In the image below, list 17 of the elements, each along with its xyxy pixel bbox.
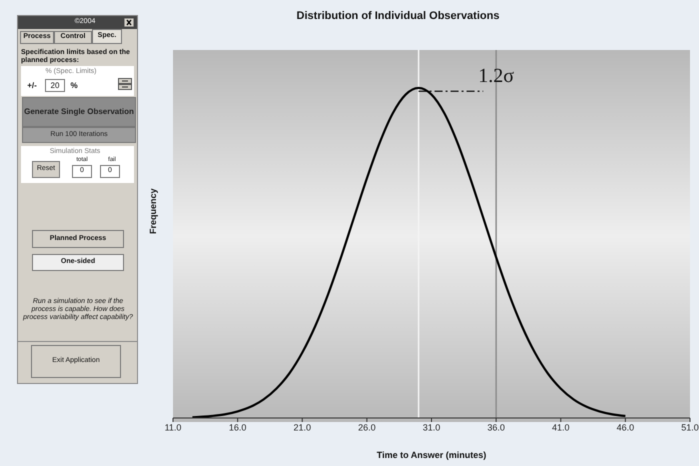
x-tick-label: 21.0 (293, 422, 312, 432)
text: +/- (27, 81, 37, 91)
x-tick-label: 26.0 (358, 422, 376, 432)
text: % (70, 81, 78, 91)
x-tick-label: 41.0 (552, 422, 570, 432)
x-tick-label: 46.0 (616, 422, 634, 432)
x-tick-label: 31.0 (422, 422, 440, 432)
x-tick-label: 16.0 (228, 422, 246, 432)
x-tick-label: 36.0 (487, 422, 505, 432)
text: Generate Single Observation (24, 107, 134, 117)
annotation: 1.2σ (478, 64, 514, 87)
chart-title: Distribution of Individual Observations (296, 10, 500, 22)
x-tick-label: 11.0 (164, 422, 182, 432)
x-tick-label: 51.0 (681, 422, 699, 432)
x-axis-title: Time to Answer (minutes) (376, 450, 486, 460)
text: 20 (50, 80, 60, 90)
y-axis-title: Frequency (148, 188, 158, 234)
